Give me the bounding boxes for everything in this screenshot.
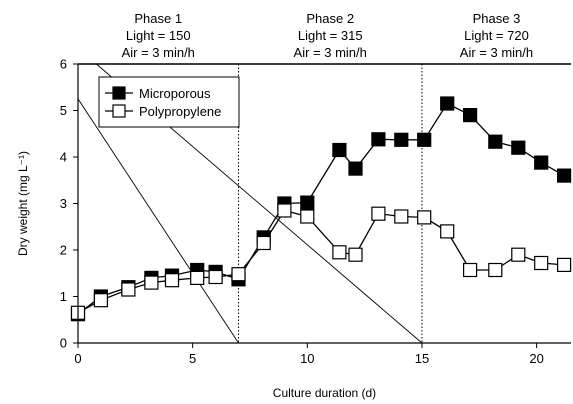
x-tick-label: 0 [74, 351, 81, 366]
data-point-polypropylene [348, 247, 363, 262]
y-tick-label: 3 [60, 196, 67, 211]
data-point-polypropylene [394, 209, 409, 224]
x-tick-label: 15 [415, 351, 429, 366]
y-tick-label: 2 [60, 243, 67, 258]
legend-marker [112, 104, 126, 118]
y-tick-label: 0 [60, 336, 67, 351]
data-point-polypropylene [231, 267, 246, 282]
data-point-polypropylene [440, 224, 455, 239]
data-point-polypropylene [511, 247, 526, 262]
data-point-polypropylene [190, 270, 205, 285]
axes: 0 5 10 15 20 0 1 2 3 4 5 6 [60, 57, 571, 366]
data-point-polypropylene [300, 209, 315, 224]
legend-box [98, 76, 240, 128]
data-point-polypropylene [93, 293, 109, 308]
series-line-polypropylene [77, 209, 565, 314]
legend-label: Microporous [139, 86, 211, 101]
data-point-microporous [300, 195, 315, 210]
legend: Microporous Polypropylene [98, 76, 240, 128]
data-point-polypropylene [164, 273, 180, 288]
data-point-polypropylene [121, 282, 136, 297]
data-point-microporous [371, 132, 386, 147]
data-point-polypropylene [371, 206, 386, 221]
data-point-polypropylene [256, 235, 271, 251]
phase-light: Light = 720 [464, 28, 529, 43]
data-point-polypropylene [534, 255, 549, 271]
x-tick-label: 5 [189, 351, 196, 366]
data-point-polypropylene [144, 275, 159, 290]
phase-title: Phase 3 [473, 11, 521, 26]
phase-air: Air = 3 min/h [294, 45, 367, 60]
data-point-microporous [394, 132, 409, 147]
legend-label: Polypropylene [139, 104, 221, 119]
phase-boundaries [238, 64, 423, 343]
data-point-microporous [332, 142, 347, 158]
phase-light: Light = 315 [298, 28, 363, 43]
data-point-polypropylene [417, 210, 432, 225]
data-point-microporous [488, 134, 503, 149]
data-point-microporous [440, 96, 455, 111]
x-tick-label: 10 [300, 351, 314, 366]
data-point-microporous [534, 155, 549, 170]
series-line-microporous [77, 102, 565, 315]
y-tick-label: 4 [60, 150, 67, 165]
y-axis-label: Dry weight (mg L⁻¹) [16, 151, 30, 256]
phase-title: Phase 1 [134, 11, 182, 26]
diagonal-line [77, 98, 239, 344]
data-point-polypropylene [332, 245, 347, 260]
phase-headers: Phase 1 Light = 150 Air = 3 min/h Phase 2 Li… [122, 11, 534, 60]
series-layer [70, 96, 572, 322]
phase-air: Air = 3 min/h [460, 45, 533, 60]
phase-title: Phase 2 [306, 11, 354, 26]
x-axis-label: Culture duration (d) [273, 386, 376, 400]
data-point-microporous [511, 140, 526, 155]
data-point-polypropylene [208, 269, 223, 285]
x-tick-label: 20 [529, 351, 543, 366]
data-point-polypropylene [556, 257, 572, 272]
data-point-polypropylene [277, 203, 292, 218]
data-point-polypropylene [463, 262, 478, 278]
phase-light: Light = 150 [126, 28, 191, 43]
data-point-microporous [417, 132, 432, 147]
legend-marker [112, 86, 126, 100]
data-point-polypropylene [488, 262, 503, 278]
y-tick-label: 6 [60, 57, 67, 72]
y-tick-label: 1 [60, 289, 67, 304]
data-point-microporous [463, 107, 478, 123]
data-point-microporous [556, 168, 572, 183]
y-tick-label: 5 [60, 103, 67, 118]
phase-air: Air = 3 min/h [122, 45, 195, 60]
data-point-microporous [348, 161, 363, 176]
